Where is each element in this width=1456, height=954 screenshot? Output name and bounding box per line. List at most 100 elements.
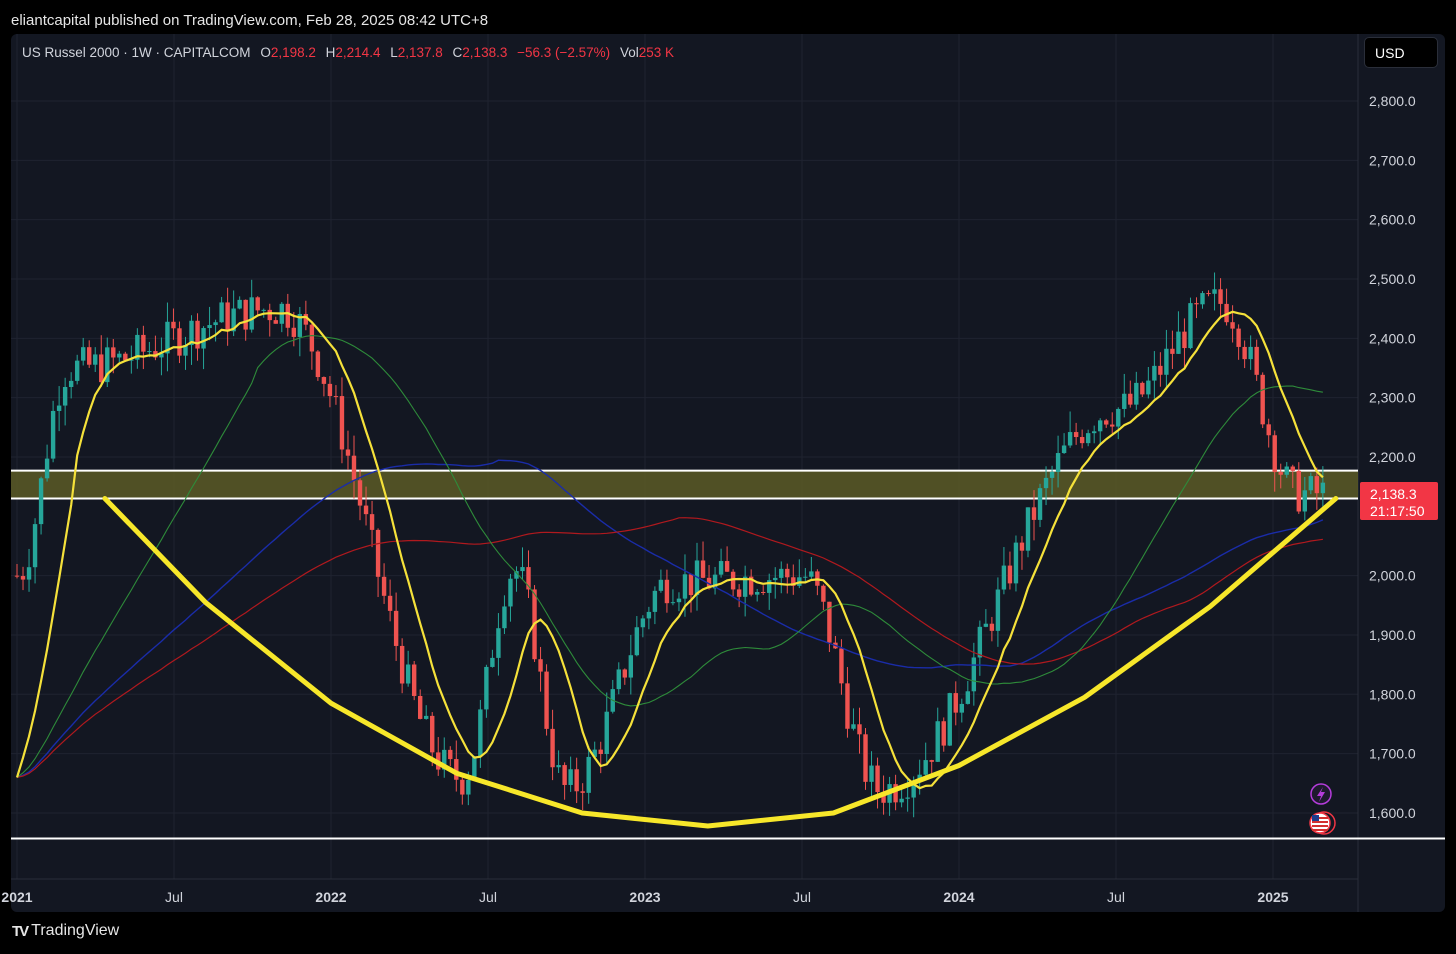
candle-body — [231, 308, 236, 332]
candle-body — [1073, 432, 1079, 438]
candle-body — [1266, 424, 1271, 436]
candle-body — [363, 505, 369, 515]
candle-body — [448, 749, 453, 760]
candle-body — [496, 628, 501, 658]
candle-body — [730, 571, 736, 590]
candle-body — [1140, 382, 1145, 395]
candle-body — [959, 703, 964, 713]
ma-green-line — [16, 335, 1323, 778]
flag-canton — [1312, 815, 1319, 821]
candle-body — [839, 648, 844, 684]
candle-body — [1248, 346, 1253, 360]
candle-body — [219, 302, 224, 323]
ma-blue-line — [16, 459, 1324, 779]
candle-body — [634, 627, 640, 656]
candle-body — [1254, 346, 1259, 375]
candle-body — [1067, 432, 1073, 446]
candle-body — [1308, 476, 1314, 491]
chart-icons[interactable] — [1309, 783, 1336, 835]
candle-body — [622, 669, 627, 678]
candle-body — [177, 328, 182, 356]
candle-body — [393, 610, 399, 646]
currency-button[interactable]: USD — [1364, 37, 1438, 68]
symbol-label[interactable]: US Russel 2000 · 1W · CAPITALCOM — [22, 45, 251, 60]
candle-body — [159, 353, 164, 358]
candle-body — [153, 351, 158, 358]
candle-body — [821, 585, 826, 602]
candle-body — [748, 576, 754, 595]
candle-body — [74, 360, 80, 381]
candle-body — [989, 623, 995, 631]
candle-body — [1134, 382, 1139, 405]
low-label: L — [390, 45, 398, 60]
candle-body — [568, 769, 573, 785]
candle-body — [261, 309, 266, 311]
candle-body — [761, 591, 766, 593]
candle-body — [983, 623, 989, 627]
flag-stripe — [1312, 829, 1328, 831]
tradingview-footer[interactable]: TV TradingView — [12, 922, 119, 940]
candle-body — [809, 571, 814, 577]
candle-body — [682, 574, 688, 599]
candle-body — [99, 354, 104, 383]
candle-body — [1242, 346, 1247, 360]
candle-body — [724, 561, 730, 572]
candle-body — [1212, 289, 1217, 294]
candle-body — [1025, 507, 1031, 551]
candle-body — [62, 387, 68, 406]
candle-body — [1206, 293, 1211, 295]
price-axis[interactable]: 2,800.0 2,700.0 2,600.0 2,500.0 2,400.0 2,300… — [1369, 93, 1416, 821]
candle-body — [628, 655, 634, 678]
candle-body — [141, 334, 146, 352]
candle-body — [14, 575, 20, 577]
candle-body — [875, 765, 880, 793]
candle-body — [1055, 453, 1061, 472]
candle-body — [381, 576, 387, 596]
ohlc-legend: US Russel 2000 · 1W · CAPITALCOM O2,198.… — [22, 45, 674, 60]
candle-body — [1158, 365, 1163, 375]
candle-body — [688, 574, 694, 596]
candle-body — [1170, 348, 1175, 354]
candle-body — [1019, 542, 1025, 551]
candle-body — [303, 314, 309, 325]
candle-body — [117, 353, 122, 358]
price-tick-label: 2,300.0 — [1369, 390, 1416, 406]
candle-body — [1176, 331, 1181, 354]
candle-body — [544, 671, 549, 729]
candle-body — [249, 297, 254, 330]
candle-body — [1284, 466, 1289, 475]
low-value: 2,137.8 — [397, 45, 443, 60]
candle-body — [255, 297, 260, 311]
time-tick-label: Jul — [165, 889, 183, 905]
candle-body — [502, 606, 507, 629]
candle-body — [68, 380, 74, 388]
candle-body — [773, 577, 778, 581]
candle-body — [1146, 380, 1151, 395]
candle-body — [905, 797, 910, 799]
volume-label: Vol — [619, 45, 639, 60]
candle-body — [291, 327, 297, 337]
candle-body — [1110, 424, 1115, 427]
price-tick-label: 2,800.0 — [1369, 93, 1416, 109]
candle-body — [243, 299, 248, 330]
candle-body — [736, 589, 742, 597]
candle-body — [664, 579, 670, 604]
candle-body — [1007, 565, 1013, 584]
time-axis[interactable]: 2021 Jul 2022 Jul 2023 Jul 2024 Jul 2025 — [1, 889, 1288, 905]
candle-body — [315, 351, 321, 378]
price-tick-label: 1,800.0 — [1369, 686, 1416, 702]
candle-body — [183, 345, 188, 356]
candle-body — [26, 567, 32, 580]
flag-stripe — [1312, 821, 1328, 823]
rounded-bottom-curve — [102, 496, 1339, 829]
candle-body — [399, 645, 405, 684]
candle-body — [718, 561, 724, 575]
candle-body — [105, 347, 110, 383]
candle-body — [405, 664, 411, 684]
candle-body — [899, 798, 904, 803]
candle-body — [189, 320, 194, 346]
flag-stripe — [1312, 825, 1328, 827]
candle-body — [56, 405, 62, 411]
candle-body — [1061, 445, 1067, 454]
